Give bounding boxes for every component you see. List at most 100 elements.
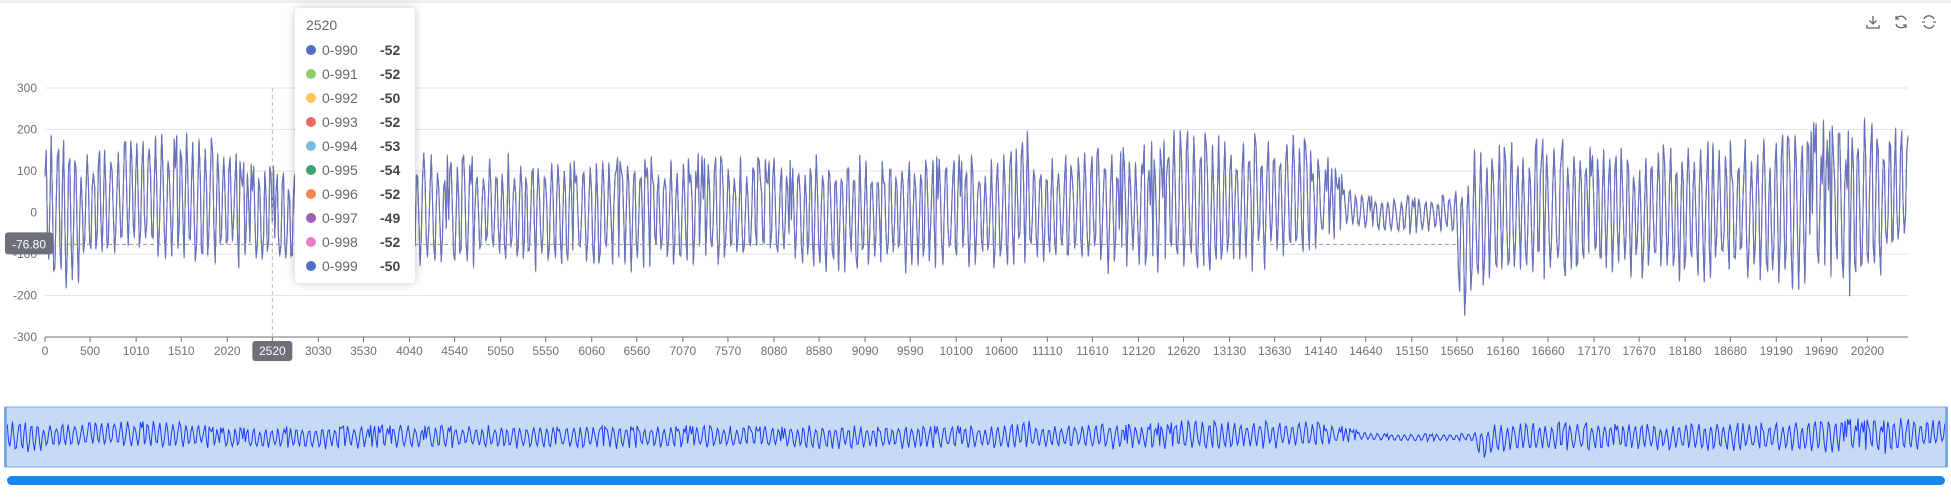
- tooltip-title: 2520: [306, 17, 338, 33]
- y-tick-label: 300: [17, 81, 37, 95]
- x-pointer-label-bg: [252, 341, 293, 361]
- series-name: 0-993: [322, 114, 358, 130]
- y-tick-label: -200: [13, 289, 37, 303]
- x-tick-label: 4540: [441, 344, 468, 358]
- tooltip-row: 0-996 -52: [306, 182, 404, 206]
- series-value: -49: [380, 210, 401, 226]
- y-pointer-label: -76.80: [12, 237, 46, 251]
- chart-tooltip: 2520 0-990 -52 0-991 -52 0-992 -50 0-993 -52…: [295, 8, 415, 283]
- series-name: 0-991: [322, 66, 358, 82]
- x-tick-label: 13130: [1213, 344, 1247, 358]
- series-value: -53: [380, 138, 401, 154]
- refresh-button[interactable]: [1891, 12, 1911, 32]
- tooltip-row: 0-995 -54: [306, 158, 404, 182]
- x-tick-label: 12620: [1167, 344, 1201, 358]
- chart-toolbox: [1863, 12, 1939, 32]
- series-name: 0-996: [322, 186, 358, 202]
- tooltip-rows: 0-990 -52 0-991 -52 0-992 -50 0-993 -52 0-99…: [306, 38, 404, 278]
- series-color-dot: [306, 213, 316, 223]
- top-divider: [0, 0, 1951, 3]
- x-tick-label: 0: [42, 344, 49, 358]
- series-value: -52: [380, 66, 401, 82]
- series-value: -50: [380, 90, 401, 106]
- series-color-dot: [306, 69, 316, 79]
- x-tick-label: 18180: [1668, 344, 1702, 358]
- x-tick-label: 8580: [806, 344, 833, 358]
- tooltip-row: 0-997 -49: [306, 206, 404, 230]
- download-icon: [1866, 16, 1880, 29]
- zoom-handle-right[interactable]: [1945, 407, 1948, 467]
- tooltip-row: 0-999 -50: [306, 254, 404, 278]
- x-tick-label: 19690: [1805, 344, 1839, 358]
- y-tick-label: 200: [17, 123, 37, 137]
- zoom-track: [4, 406, 1948, 468]
- series-name: 0-994: [322, 138, 358, 154]
- series-name: 0-995: [322, 162, 358, 178]
- x-tick-label: 7070: [669, 344, 696, 358]
- series-color-dot: [306, 261, 316, 271]
- y-tick-label: -300: [13, 330, 37, 344]
- download-button[interactable]: [1863, 12, 1883, 32]
- x-tick-label: 17170: [1577, 344, 1611, 358]
- series-value: -54: [380, 162, 401, 178]
- y-tick-label: 100: [17, 164, 37, 178]
- x-tick-label: 16660: [1531, 344, 1565, 358]
- x-tick-label: 11110: [1032, 344, 1063, 358]
- series-color-dot: [306, 141, 316, 151]
- y-tick-label: 0: [30, 206, 37, 220]
- zoom-handle-left[interactable]: [4, 407, 7, 467]
- restore-icon: [1922, 15, 1936, 29]
- x-tick-label: 1010: [123, 344, 150, 358]
- x-tick-label: 9590: [897, 344, 924, 358]
- data-zoom-slider[interactable]: [4, 406, 1948, 485]
- series-color-dot: [306, 93, 316, 103]
- x-tick-label: 5050: [487, 344, 514, 358]
- x-pointer-label: 2520: [259, 344, 286, 358]
- x-tick-label: 7570: [715, 344, 742, 358]
- series-color-dot: [306, 189, 316, 199]
- restore-button[interactable]: [1919, 12, 1939, 32]
- tooltip-row: 0-991 -52: [306, 62, 404, 86]
- series-color-dot: [306, 237, 316, 247]
- series-color-dot: [306, 117, 316, 127]
- x-tick-label: 4040: [396, 344, 423, 358]
- x-tick-label: 10600: [985, 344, 1019, 358]
- x-tick-label: 15150: [1395, 344, 1429, 358]
- x-tick-label: 3030: [305, 344, 332, 358]
- tooltip-row: 0-993 -52: [306, 110, 404, 134]
- x-tick-label: 1510: [168, 344, 195, 358]
- x-tick-label: 20200: [1851, 344, 1885, 358]
- series-name: 0-998: [322, 234, 358, 250]
- x-tick-label: 13630: [1258, 344, 1292, 358]
- series-color-dot: [306, 165, 316, 175]
- series-name: 0-997: [322, 210, 358, 226]
- x-tick-label: 11610: [1076, 344, 1109, 358]
- x-tick-label: 6060: [578, 344, 605, 358]
- zoom-preview-line: [5, 418, 1947, 458]
- x-tick-label: 2020: [214, 344, 241, 358]
- x-tick-label: 19190: [1760, 344, 1794, 358]
- x-tick-label: 9090: [852, 344, 879, 358]
- x-tick-label: 14140: [1304, 344, 1338, 358]
- refresh-icon: [1895, 15, 1907, 29]
- axis-pointer: 2520 -76.80: [5, 88, 1457, 361]
- x-tick-label: 5550: [532, 344, 559, 358]
- x-tick-label: 8080: [761, 344, 788, 358]
- tooltip-row: 0-990 -52: [306, 38, 404, 62]
- series-name: 0-999: [322, 258, 358, 274]
- series-value: -52: [380, 114, 401, 130]
- series-name: 0-992: [322, 90, 358, 106]
- x-tick-label: 16160: [1486, 344, 1520, 358]
- x-tick-label: 6560: [623, 344, 650, 358]
- series-color-dot: [306, 45, 316, 55]
- zoom-scroll-bar[interactable]: [7, 476, 1945, 485]
- x-tick-label: 500: [80, 344, 100, 358]
- y-pointer-label-bg: [5, 232, 53, 255]
- series-value: -52: [380, 234, 401, 250]
- series-value: -50: [380, 258, 401, 274]
- x-tick-label: 17670: [1622, 344, 1656, 358]
- tooltip-row: 0-994 -53: [306, 134, 404, 158]
- tooltip-row: 0-998 -52: [306, 230, 404, 254]
- x-tick-label: 15650: [1440, 344, 1474, 358]
